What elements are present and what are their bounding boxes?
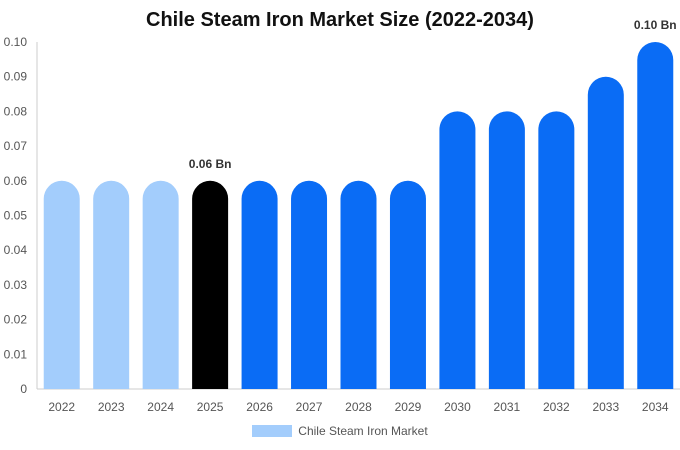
y-tick-label: 0.04 <box>4 243 28 257</box>
x-tick-label: 2026 <box>246 400 273 414</box>
y-tick-label: 0.02 <box>4 313 28 327</box>
bar-2022[interactable] <box>43 180 80 389</box>
x-tick-label: 2029 <box>395 400 422 414</box>
bars-group <box>43 42 674 390</box>
x-tick-label: 2030 <box>444 400 471 414</box>
bar-2030[interactable] <box>439 111 476 389</box>
y-tick-label: 0.07 <box>4 139 28 153</box>
bar-2025[interactable] <box>192 180 229 389</box>
data-label-2025: 0.06 Bn <box>189 157 232 171</box>
y-tick-label: 0.05 <box>4 209 28 223</box>
x-axis-ticks: 2022 2023 2024 2025 2026 2027 2028 2029 2030 2031… <box>48 400 669 414</box>
bar-2028[interactable] <box>340 180 377 389</box>
bar-2026[interactable] <box>241 180 278 389</box>
x-tick-label: 2025 <box>197 400 224 414</box>
x-tick-label: 2032 <box>543 400 570 414</box>
x-tick-label: 2024 <box>147 400 174 414</box>
y-tick-label: 0.01 <box>4 347 28 361</box>
bar-2024[interactable] <box>142 180 179 389</box>
y-tick-label: 0.03 <box>4 278 28 292</box>
chart-title: Chile Steam Iron Market Size (2022-2034) <box>146 9 534 31</box>
x-tick-label: 2034 <box>642 400 669 414</box>
legend[interactable]: Chile Steam Iron Market <box>0 424 680 438</box>
bar-2034[interactable] <box>637 42 674 389</box>
data-label-2034: 0.10 Bn <box>634 18 677 32</box>
y-tick-label: 0.09 <box>4 70 28 84</box>
bar-2027[interactable] <box>291 180 328 389</box>
x-tick-label: 2023 <box>98 400 125 414</box>
x-tick-label: 2033 <box>592 400 619 414</box>
x-tick-label: 2022 <box>48 400 75 414</box>
y-tick-label: 0 <box>20 382 27 396</box>
bar-2032[interactable] <box>538 111 575 389</box>
legend-label: Chile Steam Iron Market <box>298 424 428 438</box>
bar-2029[interactable] <box>389 180 426 389</box>
legend-swatch <box>252 425 293 437</box>
bar-2033[interactable] <box>587 76 624 389</box>
y-tick-label: 0.10 <box>4 35 28 49</box>
y-axis-ticks: 0 0.01 0.02 0.03 0.04 0.05 0.06 0.07 0.08 0.09 0.1… <box>4 35 28 396</box>
y-tick-label: 0.08 <box>4 104 28 118</box>
y-tick-label: 0.06 <box>4 174 28 188</box>
data-labels-group: 0.06 Bn 0.10 Bn <box>189 18 677 171</box>
x-tick-label: 2031 <box>494 400 521 414</box>
bar-2023[interactable] <box>93 180 130 389</box>
bar-2031[interactable] <box>488 111 525 390</box>
x-tick-label: 2027 <box>296 400 323 414</box>
x-tick-label: 2028 <box>345 400 372 414</box>
